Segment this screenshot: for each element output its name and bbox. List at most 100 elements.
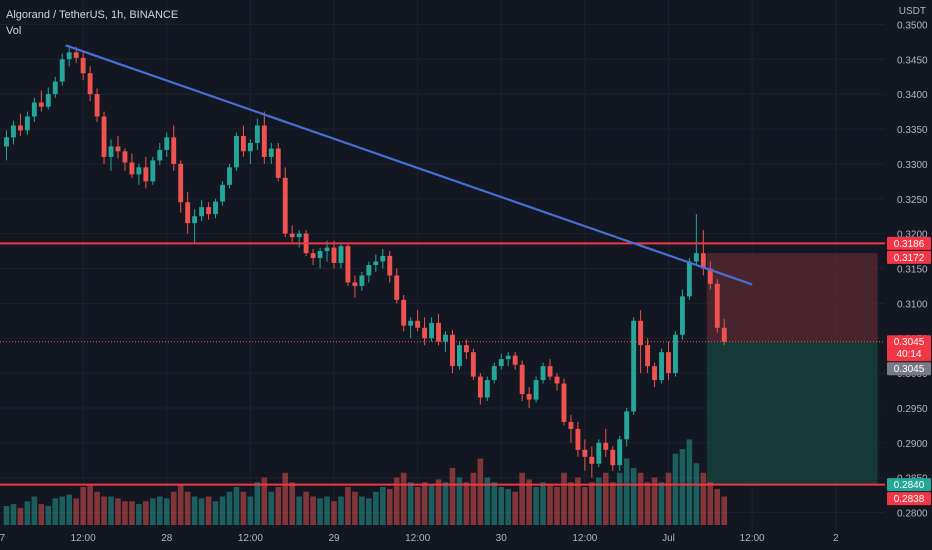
candle-body bbox=[275, 148, 281, 178]
price-tick-label: 0.2950 bbox=[897, 404, 928, 415]
volume-bar bbox=[296, 496, 302, 525]
candle-body bbox=[366, 265, 372, 276]
candle-body bbox=[554, 376, 560, 384]
volume-bar bbox=[644, 482, 651, 525]
volume-bar bbox=[630, 468, 637, 525]
candle-body bbox=[624, 411, 630, 440]
volume-bar bbox=[184, 491, 191, 525]
candle-body bbox=[631, 320, 637, 412]
candle-body bbox=[408, 320, 414, 326]
time-axis[interactable]: 27 12:00 28 12:00 29 12:00 30 12:00 Jul 12:00 2 bbox=[0, 533, 839, 544]
volume-bar bbox=[498, 487, 505, 525]
candle-body bbox=[331, 247, 337, 263]
volume-bar bbox=[212, 501, 219, 525]
volume-bar bbox=[3, 506, 10, 525]
volume-bar bbox=[442, 482, 449, 525]
volume-bar bbox=[428, 485, 435, 525]
candle-body bbox=[679, 296, 685, 335]
volume-bar bbox=[136, 504, 142, 525]
candle-body bbox=[401, 299, 407, 326]
candle-body bbox=[547, 366, 553, 377]
price-tick-label: 0.3300 bbox=[897, 160, 928, 171]
volume-bar bbox=[247, 496, 254, 525]
candle-body bbox=[707, 268, 713, 284]
volume-bar bbox=[170, 491, 177, 525]
volume-bar bbox=[122, 501, 128, 525]
volume-bar bbox=[407, 482, 414, 525]
volume-bar bbox=[456, 477, 463, 525]
volume-bar bbox=[596, 477, 602, 525]
drawing-lines[interactable] bbox=[0, 44, 885, 486]
symbol-title[interactable]: Algorand / TetherUS, 1h, BINANCE bbox=[6, 9, 179, 21]
volume-bar bbox=[463, 482, 470, 525]
volume-bar bbox=[470, 472, 477, 525]
volume-bar bbox=[519, 472, 525, 525]
volume-bar bbox=[324, 496, 330, 525]
volume-bar bbox=[533, 487, 539, 525]
candle-body bbox=[338, 246, 344, 263]
candle-body bbox=[498, 359, 504, 367]
price-tick-label: 0.3250 bbox=[897, 195, 928, 206]
volume-bar bbox=[665, 472, 672, 525]
volume-bar bbox=[157, 496, 163, 525]
candle-body bbox=[143, 167, 149, 182]
candle-body bbox=[666, 352, 671, 374]
candle-body bbox=[456, 345, 462, 367]
long-short-position[interactable] bbox=[706, 253, 878, 485]
time-tick-label: 30 bbox=[496, 533, 508, 544]
price-axis[interactable]: 0.28000.28500.29000.29500.30000.30500.31… bbox=[897, 20, 928, 519]
volume-bar bbox=[686, 439, 693, 525]
price-tick-label: 0.3150 bbox=[897, 264, 928, 275]
stop-loss-zone bbox=[706, 253, 878, 342]
candle-body bbox=[45, 94, 51, 107]
candle-body bbox=[261, 125, 267, 157]
price-tick-label: 0.3500 bbox=[897, 20, 928, 31]
candle-body bbox=[122, 151, 128, 163]
candle-body bbox=[31, 102, 37, 117]
volume-bar bbox=[359, 496, 365, 525]
price-label-box bbox=[887, 362, 931, 376]
take-profit-zone bbox=[706, 341, 878, 485]
volume-bar bbox=[205, 496, 212, 525]
volume-bar bbox=[561, 472, 567, 525]
price-label-text: 0.3045 bbox=[894, 337, 925, 348]
volume-bar bbox=[310, 496, 316, 525]
candle-body bbox=[721, 327, 727, 342]
price-label-text: 0.2838 bbox=[894, 494, 925, 505]
candle-body bbox=[673, 334, 678, 374]
candle-body bbox=[129, 162, 135, 175]
volume-bar bbox=[700, 472, 707, 525]
candle-body bbox=[359, 275, 365, 286]
candle-body bbox=[94, 94, 100, 117]
volume-bar bbox=[393, 477, 400, 525]
volume-bar bbox=[373, 491, 379, 525]
volume-bar bbox=[526, 479, 532, 525]
volume-bar bbox=[108, 496, 114, 525]
volume-bar bbox=[226, 491, 233, 525]
candle-body bbox=[596, 442, 602, 464]
candle-body bbox=[220, 184, 225, 202]
volume-label[interactable]: Vol bbox=[6, 25, 22, 37]
volume-bar bbox=[268, 491, 275, 525]
volume-bar bbox=[143, 501, 149, 525]
candle-body bbox=[17, 125, 23, 131]
time-tick-label: 27 bbox=[0, 533, 6, 544]
candle-body bbox=[659, 352, 664, 381]
volume-bar bbox=[512, 491, 518, 525]
candle-body bbox=[505, 355, 511, 360]
volume-bar bbox=[24, 501, 31, 525]
candle-body bbox=[324, 247, 330, 252]
volume-bar bbox=[73, 498, 79, 525]
volume-bar bbox=[282, 472, 289, 525]
candle-body bbox=[296, 233, 302, 238]
volume-bar bbox=[707, 482, 714, 525]
candle-body bbox=[540, 366, 546, 381]
candle-body bbox=[80, 57, 86, 74]
candle-body bbox=[582, 449, 588, 457]
price-label-text: 0.3172 bbox=[894, 253, 925, 264]
candle-body bbox=[178, 163, 184, 203]
volume-bar bbox=[94, 491, 100, 525]
volume-bar bbox=[672, 453, 679, 525]
price-label-box bbox=[887, 335, 931, 362]
